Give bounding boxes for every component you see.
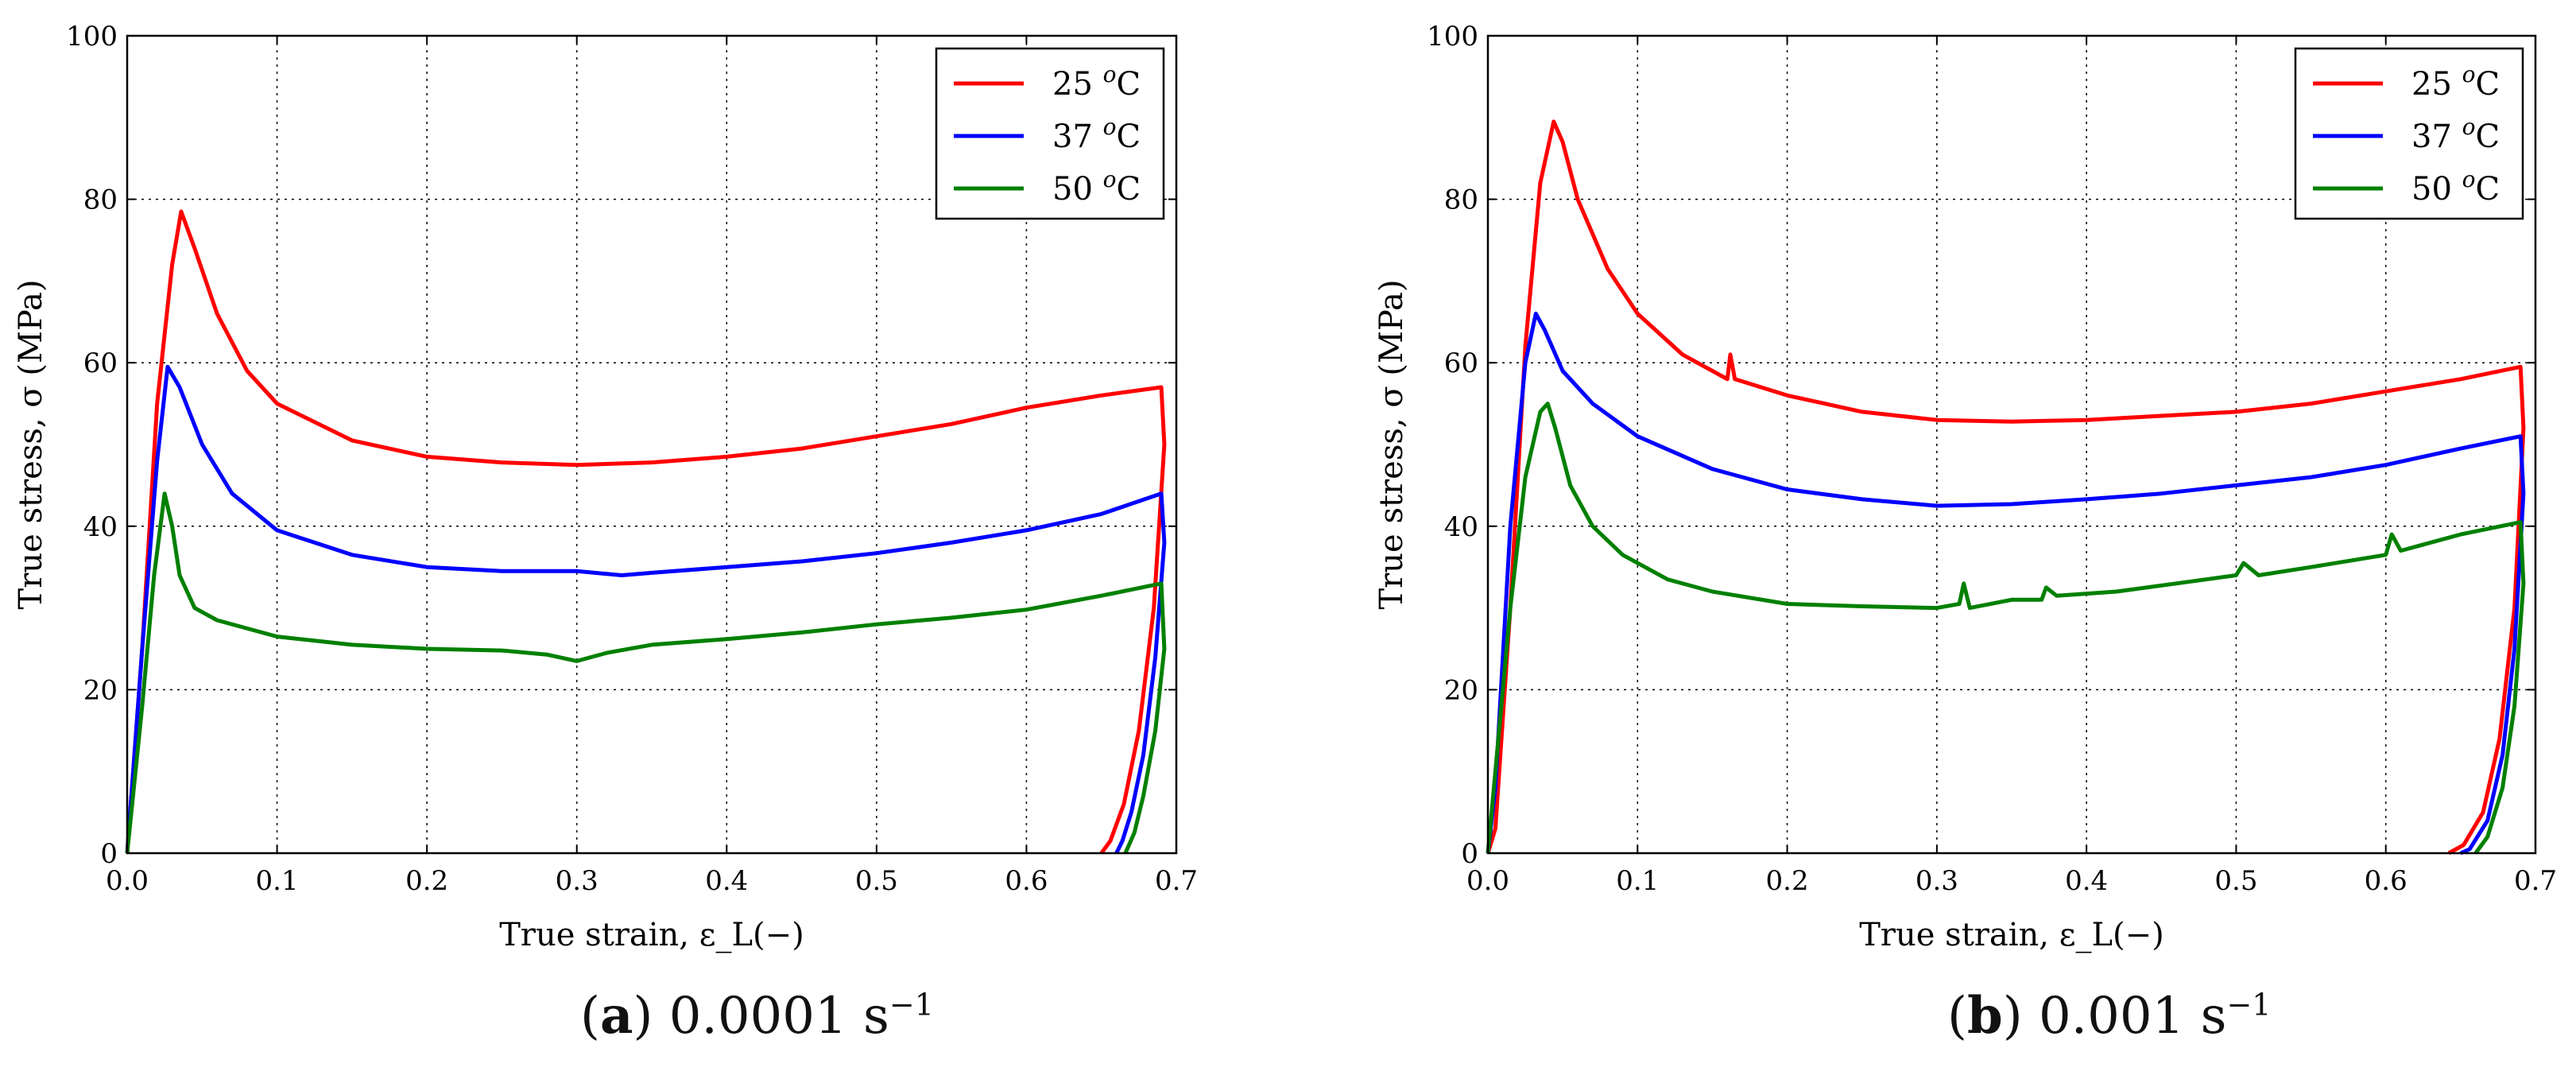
- plot-frame: [1486, 34, 2537, 855]
- caption-a: (a) 0.0001 s−1: [580, 986, 934, 1046]
- legend: 25 oC 37 oC 50 oC: [935, 47, 1165, 220]
- series-line: [1486, 312, 2526, 856]
- y-tick-label: 60: [83, 347, 118, 379]
- caption-b: (b) 0.001 s−1: [1947, 986, 2272, 1046]
- y-tick-label: 60: [1444, 347, 1478, 379]
- y-tick-label: 80: [1444, 184, 1478, 216]
- x-tick-label: 0.3: [1916, 865, 1958, 897]
- series-line: [125, 491, 1167, 855]
- y-tick-label: 80: [83, 184, 118, 216]
- legend-label: 37 oC: [1052, 114, 1141, 155]
- y-tick-label: 40: [83, 511, 118, 543]
- x-tick-label: 0.6: [1005, 865, 1048, 897]
- y-axis-label: True stress, σ (MPa): [1373, 280, 1410, 610]
- x-tick-label: 0.3: [556, 865, 598, 897]
- chart-panel-b: 0.0 0.1 0.2 0.3 0.4 0.5 0.6 0.7 0 20 40 60 80 100 True…: [1373, 21, 2557, 953]
- x-axis-label: True strain, ε_L(−): [499, 917, 804, 953]
- legend: 25 oC 37 oC 50 oC: [2294, 47, 2524, 220]
- x-tick-label: 0.6: [2365, 865, 2407, 897]
- y-tick-label: 100: [66, 21, 118, 52]
- y-tick-label: 20: [83, 674, 118, 706]
- y-tick-label: 40: [1444, 511, 1478, 543]
- series-line: [1486, 119, 2526, 856]
- x-tick-label: 0.5: [855, 865, 898, 897]
- legend-label: 50 oC: [1052, 166, 1141, 208]
- chart-panel-a: 0.0 0.1 0.2 0.3 0.4 0.5 0.6 0.7 0 20 40 60 80 100 True…: [13, 21, 1198, 953]
- x-tick-label: 0.4: [705, 865, 748, 897]
- legend-label: 25 oC: [1052, 61, 1141, 103]
- x-tick-label: 0.2: [1766, 865, 1809, 897]
- x-tick-label: 0.5: [2214, 865, 2257, 897]
- legend-label: 37 oC: [2411, 114, 2500, 155]
- x-tick-label: 0.7: [1155, 865, 1198, 897]
- x-tick-label: 0.0: [106, 865, 149, 897]
- x-tick-label: 0.1: [1616, 865, 1659, 897]
- x-axis-label: True strain, ε_L(−): [1859, 917, 2164, 953]
- legend-label: 25 oC: [2411, 61, 2500, 103]
- x-tick-label: 0.7: [2514, 865, 2557, 897]
- plot-frame: [126, 34, 1178, 855]
- x-tick-label: 0.0: [1466, 865, 1509, 897]
- y-tick-label: 20: [1444, 674, 1478, 706]
- y-tick-label: 0: [1461, 838, 1478, 870]
- x-tick-label: 0.1: [256, 865, 299, 897]
- series-line: [125, 364, 1167, 855]
- y-axis-label: True stress, σ (MPa): [13, 280, 49, 610]
- x-tick-label: 0.4: [2065, 865, 2108, 897]
- legend-label: 50 oC: [2411, 166, 2500, 208]
- x-tick-label: 0.2: [405, 865, 448, 897]
- series-line: [1486, 402, 2526, 855]
- y-tick-label: 100: [1427, 21, 1478, 52]
- series-line: [125, 209, 1167, 855]
- y-tick-label: 0: [100, 838, 118, 870]
